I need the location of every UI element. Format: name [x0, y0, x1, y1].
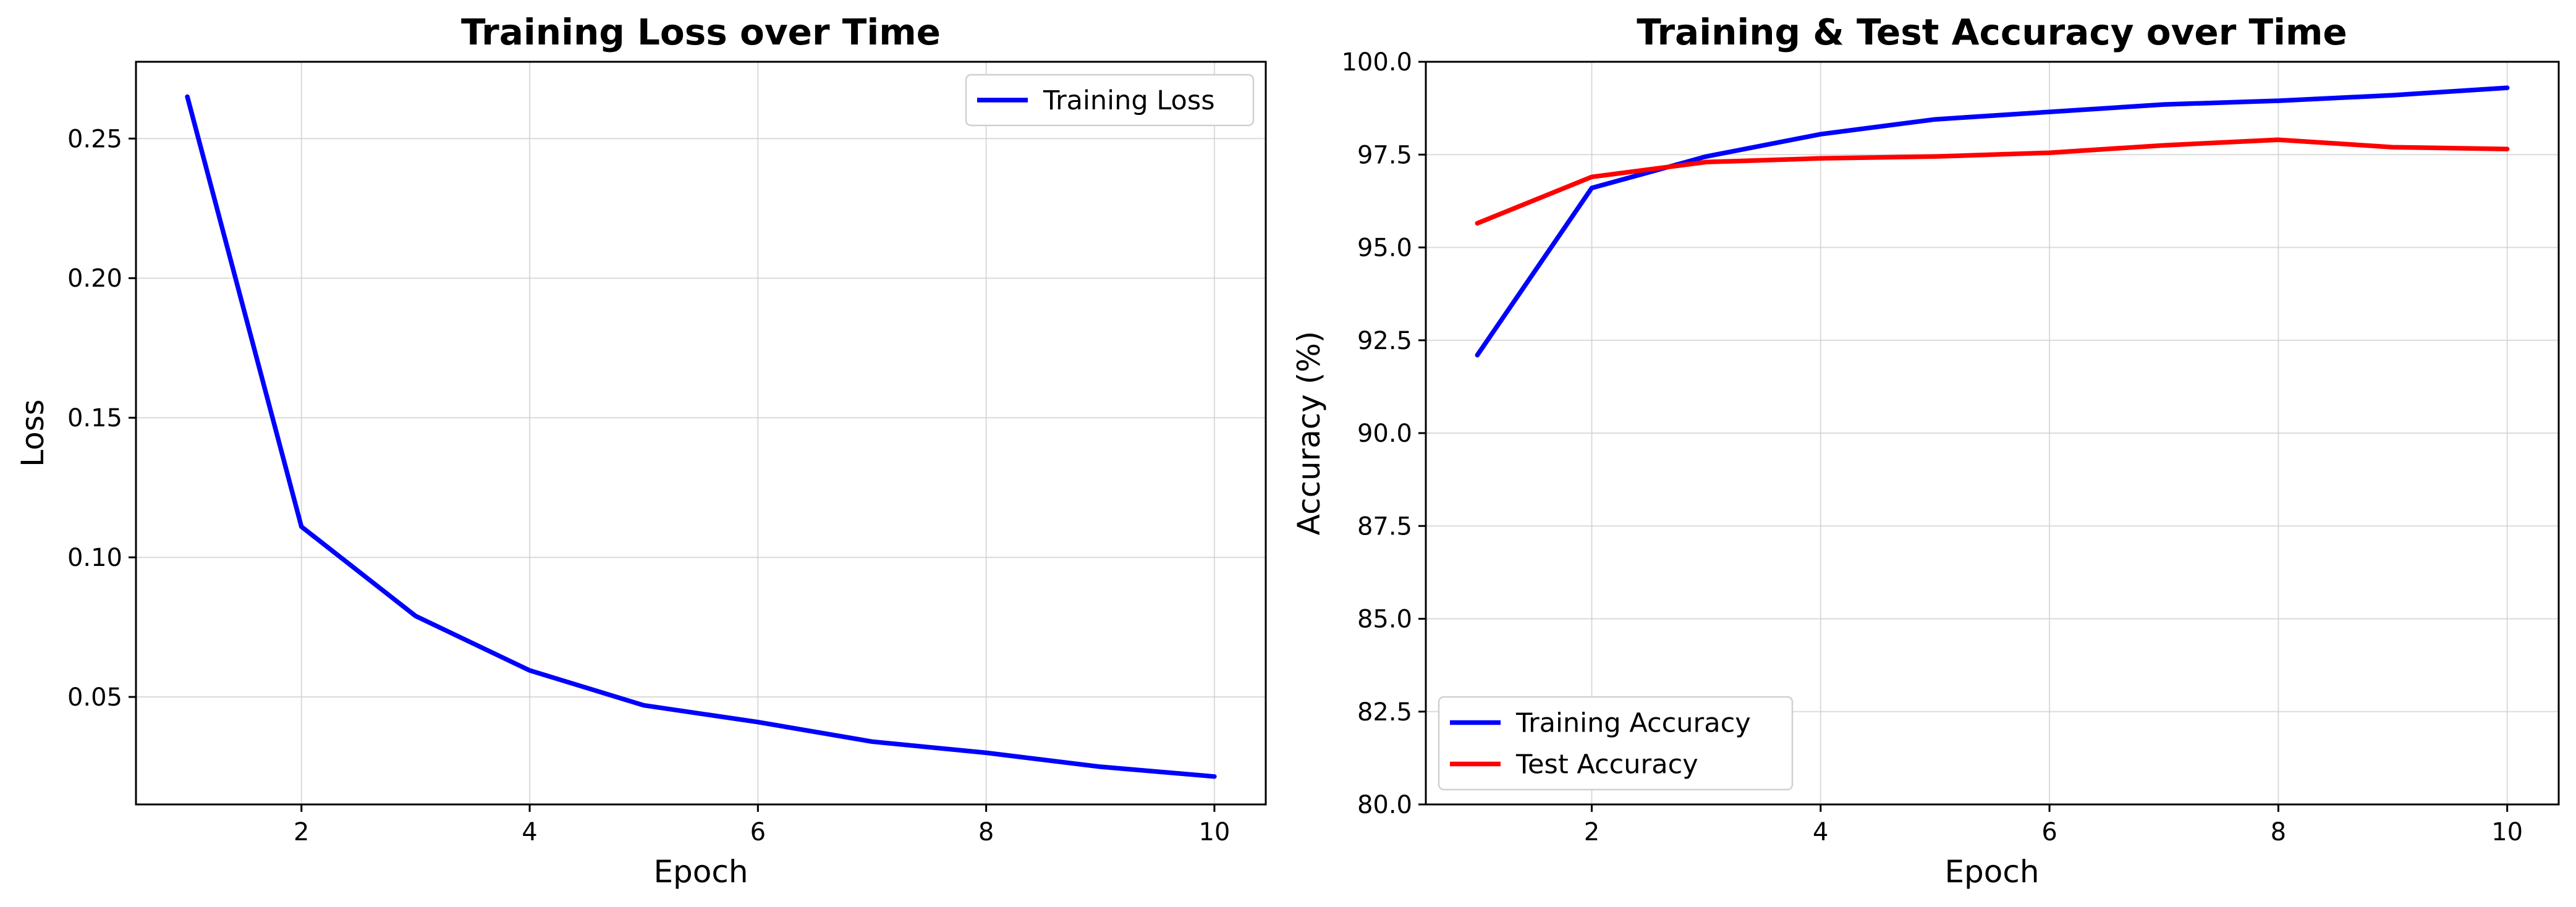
loss-chart-y-axis-label: Loss	[15, 399, 51, 467]
loss-chart-y-tick-label: 0.10	[67, 544, 122, 572]
training-accuracy-legend-label: Training Accuracy	[1515, 708, 1751, 739]
test-accuracy-line	[1475, 137, 2510, 226]
accuracy-chart-y-axis-label: Accuracy (%)	[1291, 331, 1327, 536]
accuracy-chart-panel: Training & Test Accuracy over Time 2 4 6 8 1…	[1291, 11, 2560, 890]
training-loss-legend-label: Training Loss	[1043, 85, 1215, 116]
accuracy-chart-y-tick-label: 82.5	[1357, 698, 1412, 727]
loss-chart-frame	[135, 61, 1267, 806]
loss-chart-y-tick-label: 0.05	[67, 683, 122, 712]
test-accuracy-legend-label: Test Accuracy	[1515, 749, 1698, 780]
training-accuracy-line	[1475, 85, 2510, 358]
accuracy-chart-x-tick-label: 2	[1584, 818, 1599, 846]
loss-chart-y-tick-label: 0.25	[67, 125, 122, 153]
accuracy-chart-x-axis-label: Epoch	[1944, 854, 2039, 890]
accuracy-chart-y-tick-label: 87.5	[1357, 512, 1412, 541]
accuracy-chart-series	[1475, 85, 2510, 358]
accuracy-chart-x-tick-label: 8	[2271, 818, 2286, 846]
loss-chart-x-tick-label: 8	[978, 818, 994, 846]
loss-chart-ticks: 2 4 6 8 10 0.05 0.10 0.15 0.20 0.25	[67, 125, 1230, 846]
loss-chart-legend: Training Loss	[965, 74, 1255, 127]
accuracy-chart-x-tick-label: 4	[1813, 818, 1828, 846]
loss-chart-y-tick-label: 0.15	[67, 404, 122, 432]
loss-chart-x-tick-label: 4	[522, 818, 537, 846]
accuracy-chart-x-tick-label: 10	[2491, 818, 2523, 846]
accuracy-chart-y-tick-label: 90.0	[1357, 420, 1412, 448]
loss-chart-x-axis-label: Epoch	[653, 854, 748, 890]
loss-chart-x-tick-label: 10	[1198, 818, 1230, 846]
training-loss-line	[185, 94, 1217, 779]
loss-chart-legend-box	[965, 74, 1255, 127]
loss-chart-series	[185, 94, 1217, 779]
accuracy-chart-title: Training & Test Accuracy over Time	[1637, 11, 2347, 53]
accuracy-chart-x-tick-label: 6	[2041, 818, 2057, 846]
loss-chart-y-tick-label: 0.20	[67, 264, 122, 293]
accuracy-chart-y-tick-label: 95.0	[1357, 234, 1412, 263]
accuracy-chart-y-tick-label: 100.0	[1341, 48, 1412, 77]
loss-chart-panel: Training Loss over Time 2 4 6 8 10 0.05 0.10 0.…	[15, 11, 1267, 890]
accuracy-chart-y-tick-label: 85.0	[1357, 605, 1412, 634]
accuracy-chart-y-tick-label: 97.5	[1357, 141, 1412, 169]
accuracy-chart-legend: Training Accuracy Test Accuracy	[1438, 696, 1794, 791]
loss-chart-x-tick-label: 2	[294, 818, 309, 846]
loss-chart-x-tick-label: 6	[750, 818, 766, 846]
accuracy-chart-y-tick-label: 80.0	[1357, 791, 1412, 819]
accuracy-chart-grid	[1426, 61, 2559, 805]
loss-chart-title: Training Loss over Time	[461, 11, 941, 53]
accuracy-chart-y-tick-label: 92.5	[1357, 327, 1412, 355]
accuracy-chart-ticks: 2 4 6 8 10 80.0 82.5 85.0 87.5 90.0 92.5 95.0 97.5 10…	[1341, 48, 2523, 846]
loss-chart-grid	[136, 62, 1266, 804]
accuracy-chart-legend-box	[1438, 696, 1794, 791]
